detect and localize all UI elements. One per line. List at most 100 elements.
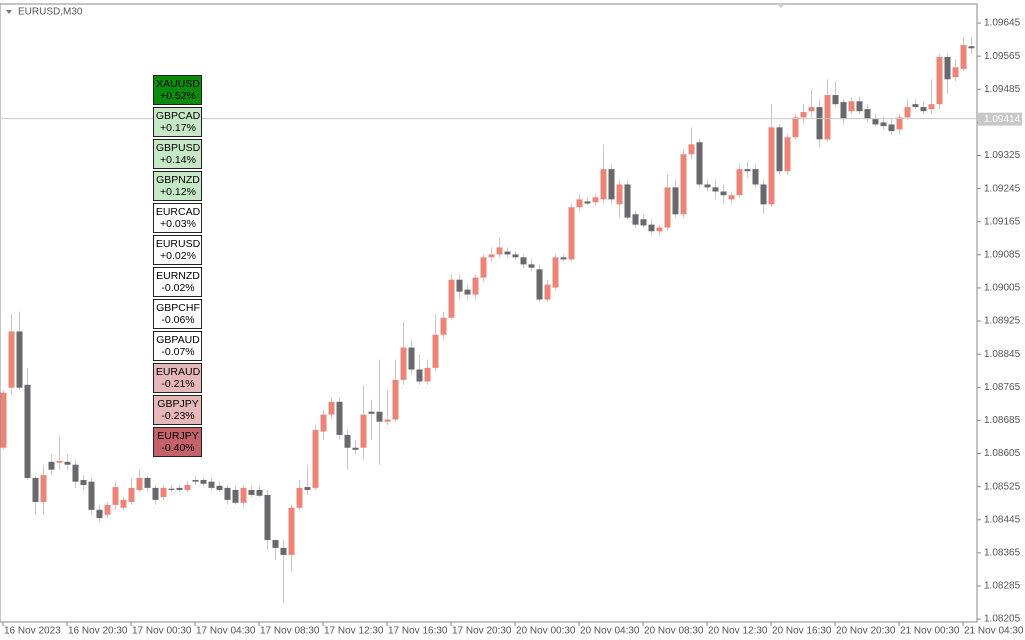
strength-box <box>153 395 202 425</box>
x-tick-label: 16 Nov 2023 <box>4 626 61 637</box>
candle-body <box>328 401 335 415</box>
candle-body <box>680 154 687 215</box>
candle-body <box>360 414 367 448</box>
candle-body <box>840 102 847 120</box>
candle-body <box>632 214 639 225</box>
candle-body <box>832 95 839 105</box>
candle-body <box>64 461 71 465</box>
strength-box <box>153 139 202 169</box>
candle-body <box>248 489 255 495</box>
candle-body <box>736 169 743 196</box>
candle-body <box>72 464 79 482</box>
symbol-menu-arrow[interactable] <box>6 10 12 14</box>
candle-body <box>384 419 391 422</box>
candle-body <box>608 169 615 200</box>
change-label: -0.02% <box>161 282 194 294</box>
x-tick-label: 17 Nov 04:30 <box>196 626 256 637</box>
change-label: +0.02% <box>160 250 196 262</box>
candle-body <box>584 201 591 204</box>
candle-body <box>336 401 343 435</box>
candle-body <box>760 184 767 205</box>
strength-box <box>153 75 202 105</box>
candle-body <box>784 137 791 172</box>
candle-body <box>912 104 919 108</box>
candle-body <box>152 487 159 500</box>
candle-body <box>136 477 143 490</box>
candle-body <box>464 289 471 295</box>
candle-body <box>368 411 375 414</box>
candle-body <box>320 414 327 432</box>
candle-body <box>504 251 511 255</box>
candle-body <box>448 279 455 318</box>
candle-body <box>312 429 319 488</box>
y-tick-label: 1.08205 <box>984 614 1021 625</box>
candle-body <box>888 124 895 132</box>
candle-body <box>512 254 519 258</box>
candle-body <box>192 480 199 482</box>
candle-body <box>272 540 279 548</box>
candle-body <box>256 489 263 496</box>
symbol-name: GBPUSD <box>156 142 201 154</box>
candle-body <box>856 101 863 112</box>
candle-body <box>48 461 55 470</box>
candle-body <box>960 44 967 69</box>
candle-body <box>32 477 39 502</box>
candle-body <box>664 187 671 228</box>
change-label: +0.52% <box>160 90 196 102</box>
candle-body <box>424 367 431 382</box>
candle-body <box>216 485 223 490</box>
x-tick-label: 17 Nov 20:30 <box>452 626 512 637</box>
candle-body <box>728 195 735 200</box>
candle-body <box>240 487 247 503</box>
y-tick-label: 1.08685 <box>984 415 1021 426</box>
candle-body <box>720 191 727 196</box>
candle-body <box>752 169 759 185</box>
symbol-name: EURCAD <box>156 206 201 218</box>
candle-body <box>344 434 351 448</box>
candle-body <box>576 199 583 208</box>
y-tick-label: 1.08605 <box>984 448 1021 459</box>
candle-body <box>592 197 599 203</box>
candle-body <box>600 169 607 200</box>
x-tick-label: 20 Nov 16:30 <box>772 626 832 637</box>
candle-body <box>536 269 543 300</box>
candle-body <box>440 317 447 335</box>
candle-body <box>904 107 911 118</box>
candle-body <box>776 127 783 172</box>
candle-body <box>872 119 879 125</box>
candle-body <box>8 331 15 388</box>
strength-box <box>153 299 202 329</box>
candle-body <box>24 384 31 478</box>
candle-body <box>120 499 127 508</box>
candle-body <box>280 547 287 555</box>
symbol-name: XAUUSD <box>156 78 200 90</box>
y-tick-label: 1.08845 <box>984 349 1021 360</box>
candle-body <box>544 284 551 300</box>
x-tick-label: 20 Nov 20:30 <box>836 626 896 637</box>
candle-body <box>376 411 383 422</box>
y-tick-label: 1.09485 <box>984 84 1021 95</box>
candle-body <box>304 487 311 490</box>
candle-body <box>16 331 23 388</box>
candle-body <box>920 107 927 112</box>
x-tick-label: 17 Nov 16:30 <box>388 626 448 637</box>
candle-body <box>56 460 63 463</box>
symbol-name: GBPCHF <box>156 302 200 314</box>
strength-box <box>153 203 202 233</box>
candle-body <box>296 487 303 508</box>
candle-body <box>928 104 935 110</box>
candle-body <box>496 247 503 255</box>
shift-marker <box>777 4 785 8</box>
y-tick-label: 1.08365 <box>984 548 1021 559</box>
y-tick-label: 1.09325 <box>984 150 1021 161</box>
y-tick-label: 1.08445 <box>984 514 1021 525</box>
candle-body <box>432 334 439 368</box>
y-tick-label: 1.09645 <box>984 18 1021 29</box>
candle-body <box>656 227 663 232</box>
candle-body <box>104 504 111 515</box>
candle-body <box>408 347 415 370</box>
candle-body <box>800 112 807 118</box>
strength-box <box>153 331 202 361</box>
candle-body <box>616 184 623 205</box>
price-label: 1.09414 <box>984 114 1021 125</box>
